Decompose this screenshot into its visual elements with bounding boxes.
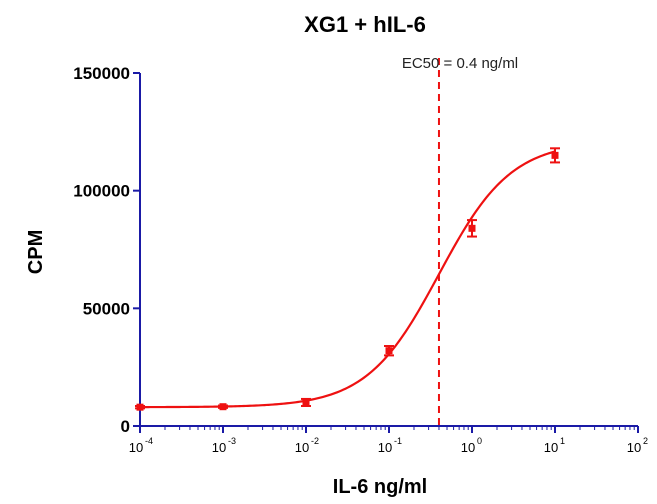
ec50-label: EC50 = 0.4 ng/ml: [402, 55, 518, 72]
data-point: [468, 224, 476, 232]
x-tick-label: 10: [378, 440, 392, 455]
y-tick-label: 0: [121, 417, 130, 436]
x-tick-exponent: -2: [311, 436, 319, 446]
x-tick-label: 10: [461, 440, 475, 455]
x-tick-exponent: 1: [560, 436, 565, 446]
y-axis-label: CPM: [25, 230, 47, 274]
fit-curve: [139, 150, 556, 409]
x-tick-label: 10: [295, 440, 309, 455]
x-tick-label: 10: [212, 440, 226, 455]
data-point: [136, 403, 144, 411]
x-tick-exponent: -4: [145, 436, 153, 446]
data-point: [219, 403, 227, 411]
data-point: [551, 151, 559, 159]
x-tick-exponent: 2: [643, 436, 648, 446]
y-tick-label: 100000: [73, 182, 130, 201]
chart-title: XG1 + hIL-6: [304, 12, 426, 37]
x-tick-exponent: -1: [394, 436, 402, 446]
x-tick-label: 10: [129, 440, 143, 455]
x-tick-exponent: -3: [228, 436, 236, 446]
x-tick-exponent: 0: [477, 436, 482, 446]
x-axis-label: IL-6 ng/ml: [333, 476, 427, 498]
x-tick-label: 10: [544, 440, 558, 455]
y-tick-label: 50000: [83, 299, 130, 318]
x-tick-label: 10: [627, 440, 641, 455]
data-point: [385, 347, 393, 355]
data-point: [302, 398, 310, 406]
y-tick-label: 150000: [73, 64, 130, 83]
